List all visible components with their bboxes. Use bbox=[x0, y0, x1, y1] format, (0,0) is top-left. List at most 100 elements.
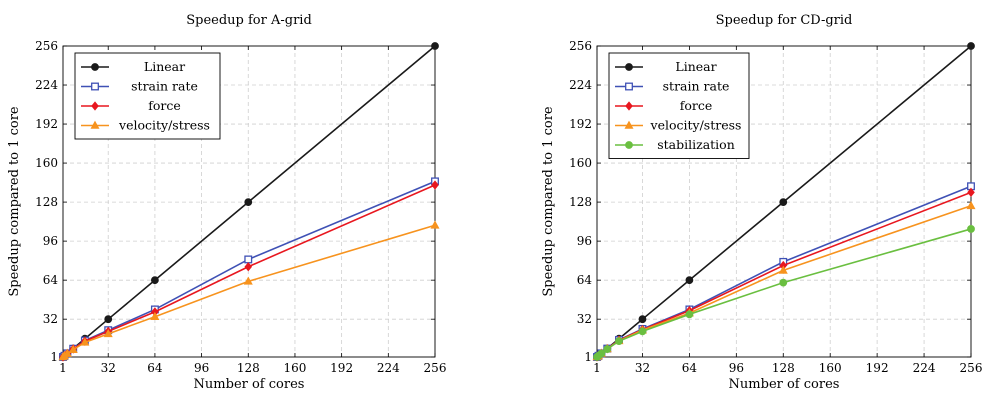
series-force bbox=[593, 187, 975, 362]
data-point bbox=[685, 276, 694, 285]
y-tick-label: 96 bbox=[577, 234, 592, 248]
y-tick-label: 96 bbox=[43, 234, 58, 248]
legend-marker bbox=[624, 120, 634, 129]
legend-label: strain rate bbox=[663, 79, 730, 94]
series-line bbox=[596, 191, 972, 358]
legend-label: stabilization bbox=[657, 137, 735, 152]
x-tick-label: 224 bbox=[377, 361, 400, 375]
legend-label: velocity/stress bbox=[650, 118, 742, 133]
legend: Linear strain rate force velocity/stress sta… bbox=[608, 52, 750, 159]
legend-marker bbox=[91, 101, 99, 111]
data-point bbox=[431, 42, 439, 50]
plot-frame bbox=[62, 45, 436, 358]
legend-label: Linear bbox=[675, 59, 716, 74]
data-point bbox=[150, 311, 160, 321]
y-tick-label: 128 bbox=[569, 195, 592, 209]
y-tick-label: 192 bbox=[569, 117, 592, 131]
data-point bbox=[103, 329, 113, 338]
x-tick-label: 1 bbox=[593, 361, 601, 375]
y-tick-label: 1 bbox=[50, 350, 58, 364]
data-point bbox=[151, 276, 159, 285]
data-point bbox=[68, 344, 78, 353]
series-line bbox=[62, 184, 436, 358]
data-point bbox=[430, 220, 440, 229]
y-tick-label: 64 bbox=[43, 273, 59, 287]
y-tick-label: 256 bbox=[569, 39, 592, 53]
legend: Linear strain rate force velocity/stress bbox=[74, 52, 221, 140]
legend-marker bbox=[91, 82, 99, 91]
y-tick-label: 224 bbox=[569, 78, 592, 92]
x-tick-label: 32 bbox=[635, 361, 650, 375]
x-tick-label: 192 bbox=[330, 361, 353, 375]
data-point bbox=[597, 349, 606, 358]
x-tick-label: 32 bbox=[101, 361, 116, 375]
legend-marker bbox=[90, 120, 100, 129]
data-point bbox=[244, 198, 253, 207]
data-point bbox=[638, 327, 647, 336]
x-tick-label: 128 bbox=[772, 361, 795, 375]
y-tick-label: 1 bbox=[584, 350, 592, 364]
x-tick-label: 160 bbox=[819, 361, 842, 375]
legend-marker bbox=[625, 141, 633, 149]
x-tick-label: 64 bbox=[682, 361, 698, 375]
data-point bbox=[431, 180, 439, 190]
series-line bbox=[596, 228, 972, 358]
x-tick-label: 256 bbox=[424, 361, 447, 375]
data-point bbox=[80, 337, 90, 346]
y-tick-label: 32 bbox=[43, 312, 58, 326]
data-point bbox=[967, 42, 975, 50]
legend-label: velocity/stress bbox=[118, 118, 210, 133]
data-point bbox=[243, 276, 253, 285]
data-point bbox=[967, 225, 975, 233]
x-tick-label: 224 bbox=[913, 361, 936, 375]
data-point bbox=[685, 310, 694, 319]
data-point bbox=[967, 187, 975, 198]
x-tick-label: 1 bbox=[59, 361, 67, 375]
series-stabilization bbox=[593, 225, 975, 361]
legend-marker bbox=[91, 63, 99, 71]
x-tick-label: 256 bbox=[960, 361, 983, 375]
legend-marker bbox=[625, 101, 633, 111]
data-point bbox=[615, 337, 623, 346]
y-axis-label: Speedup compared to 1 core bbox=[541, 106, 556, 297]
legend-marker bbox=[625, 82, 633, 91]
series-line bbox=[62, 224, 436, 358]
legend-marker bbox=[625, 63, 633, 71]
x-tick-label: 96 bbox=[729, 361, 744, 375]
y-tick-label: 64 bbox=[577, 273, 593, 287]
legend-label: force bbox=[148, 98, 181, 113]
data-point bbox=[244, 262, 253, 272]
y-tick-label: 256 bbox=[35, 39, 58, 53]
legend-label: force bbox=[680, 98, 713, 113]
x-axis-label: Number of cores bbox=[194, 377, 305, 392]
y-axis-label: Speedup compared to 1 core bbox=[7, 106, 22, 297]
y-tick-label: 32 bbox=[577, 312, 592, 326]
chart-1: 1 32 64 96 128 160 192 224 256 1 32 64 96 128 160 192 22… bbox=[7, 13, 446, 392]
x-tick-label: 64 bbox=[147, 361, 163, 375]
chart-title: Speedup for CD-grid bbox=[716, 13, 853, 28]
data-point bbox=[244, 255, 253, 264]
data-point bbox=[778, 265, 788, 274]
series-force bbox=[59, 180, 439, 362]
data-point bbox=[779, 278, 788, 287]
chart-2: 1 32 64 96 128 160 192 224 256 1 32 64 96 128 160 192 22… bbox=[541, 13, 982, 392]
chart-title: Speedup for A-grid bbox=[186, 13, 312, 28]
y-tick-label: 192 bbox=[35, 117, 58, 131]
data-point bbox=[62, 348, 72, 357]
x-tick-label: 160 bbox=[283, 361, 306, 375]
x-tick-label: 192 bbox=[866, 361, 889, 375]
data-point bbox=[638, 315, 647, 324]
x-tick-label: 96 bbox=[194, 361, 209, 375]
y-tick-label: 224 bbox=[35, 78, 58, 92]
y-tick-label: 160 bbox=[35, 156, 58, 170]
data-point bbox=[966, 200, 976, 210]
data-point bbox=[104, 315, 113, 324]
data-point bbox=[779, 198, 788, 207]
x-axis-label: Number of cores bbox=[729, 377, 840, 392]
y-tick-label: 128 bbox=[35, 195, 58, 209]
legend-label: strain rate bbox=[131, 79, 198, 94]
series-velocity-stress bbox=[58, 220, 440, 361]
legend-label: Linear bbox=[144, 59, 185, 74]
x-tick-label: 128 bbox=[237, 361, 260, 375]
